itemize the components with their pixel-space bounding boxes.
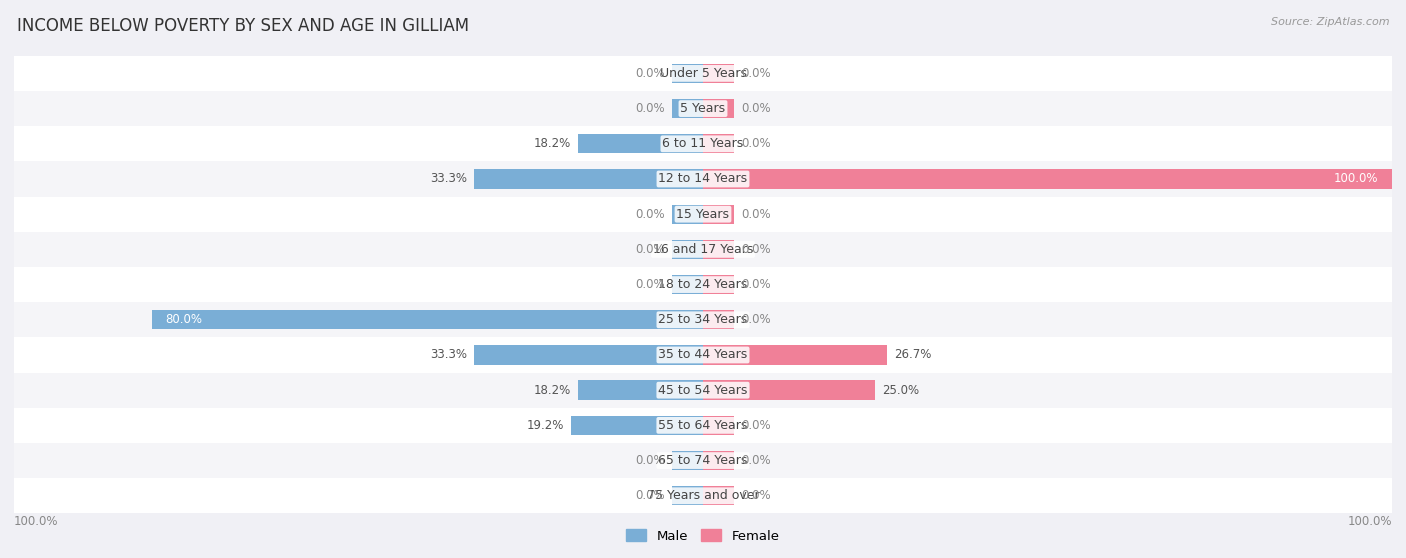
Text: 100.0%: 100.0% [14, 515, 59, 528]
Bar [703, 99, 734, 118]
Bar [14, 443, 1392, 478]
Bar [14, 267, 1392, 302]
Bar [672, 451, 703, 470]
Bar [14, 91, 1392, 126]
Text: 0.0%: 0.0% [636, 243, 665, 256]
Bar [703, 381, 734, 400]
Text: Under 5 Years: Under 5 Years [659, 67, 747, 80]
Bar [703, 169, 1392, 189]
Text: 19.2%: 19.2% [526, 419, 564, 432]
Bar [14, 56, 1392, 91]
Bar [571, 416, 703, 435]
Bar [703, 345, 734, 365]
Text: 0.0%: 0.0% [741, 102, 770, 115]
Bar [672, 381, 703, 400]
Text: 15 Years: 15 Years [676, 208, 730, 220]
Bar [672, 275, 703, 294]
Text: 6 to 11 Years: 6 to 11 Years [662, 137, 744, 150]
Text: 0.0%: 0.0% [741, 243, 770, 256]
Text: 0.0%: 0.0% [636, 102, 665, 115]
Bar [703, 134, 734, 153]
Bar [672, 134, 703, 153]
Bar [703, 381, 875, 400]
Bar [703, 64, 734, 83]
Text: 0.0%: 0.0% [636, 278, 665, 291]
Text: 0.0%: 0.0% [741, 67, 770, 80]
Bar [14, 373, 1392, 408]
Bar [703, 310, 734, 329]
Text: 33.3%: 33.3% [430, 172, 467, 185]
Bar [152, 310, 703, 329]
Text: 25 to 34 Years: 25 to 34 Years [658, 313, 748, 326]
Bar [703, 345, 887, 365]
Text: Source: ZipAtlas.com: Source: ZipAtlas.com [1271, 17, 1389, 27]
Bar [703, 416, 734, 435]
Bar [672, 310, 703, 329]
Bar [672, 345, 703, 365]
Bar [14, 232, 1392, 267]
Bar [672, 416, 703, 435]
Bar [672, 240, 703, 259]
Text: 18.2%: 18.2% [533, 137, 571, 150]
Text: 0.0%: 0.0% [741, 419, 770, 432]
Text: 26.7%: 26.7% [894, 349, 931, 362]
Text: 33.3%: 33.3% [430, 349, 467, 362]
Text: 0.0%: 0.0% [636, 454, 665, 467]
Bar [14, 338, 1392, 373]
Text: 65 to 74 Years: 65 to 74 Years [658, 454, 748, 467]
Text: 12 to 14 Years: 12 to 14 Years [658, 172, 748, 185]
Bar [703, 486, 734, 506]
Bar [474, 169, 703, 189]
Bar [703, 451, 734, 470]
Text: 0.0%: 0.0% [636, 208, 665, 220]
Bar [672, 205, 703, 224]
Text: 80.0%: 80.0% [166, 313, 202, 326]
Text: 100.0%: 100.0% [1347, 515, 1392, 528]
Text: 25.0%: 25.0% [882, 384, 920, 397]
Bar [672, 64, 703, 83]
Bar [14, 408, 1392, 443]
Bar [703, 205, 734, 224]
Text: 55 to 64 Years: 55 to 64 Years [658, 419, 748, 432]
Bar [672, 486, 703, 506]
Bar [14, 161, 1392, 196]
Bar [672, 99, 703, 118]
Text: 5 Years: 5 Years [681, 102, 725, 115]
Text: 100.0%: 100.0% [1334, 172, 1378, 185]
Text: 0.0%: 0.0% [636, 489, 665, 502]
Bar [703, 275, 734, 294]
Text: 0.0%: 0.0% [741, 454, 770, 467]
Bar [14, 126, 1392, 161]
Bar [14, 302, 1392, 338]
Text: 18 to 24 Years: 18 to 24 Years [658, 278, 748, 291]
Bar [703, 169, 734, 189]
Bar [14, 478, 1392, 513]
Text: 18.2%: 18.2% [533, 384, 571, 397]
Bar [578, 134, 703, 153]
Bar [672, 169, 703, 189]
Text: INCOME BELOW POVERTY BY SEX AND AGE IN GILLIAM: INCOME BELOW POVERTY BY SEX AND AGE IN G… [17, 17, 470, 35]
Bar [14, 196, 1392, 232]
Text: 0.0%: 0.0% [741, 313, 770, 326]
Text: 0.0%: 0.0% [741, 137, 770, 150]
Text: 0.0%: 0.0% [741, 278, 770, 291]
Bar [703, 240, 734, 259]
Text: 35 to 44 Years: 35 to 44 Years [658, 349, 748, 362]
Text: 0.0%: 0.0% [741, 489, 770, 502]
Text: 75 Years and over: 75 Years and over [647, 489, 759, 502]
Text: 16 and 17 Years: 16 and 17 Years [652, 243, 754, 256]
Text: 45 to 54 Years: 45 to 54 Years [658, 384, 748, 397]
Bar [474, 345, 703, 365]
Text: 0.0%: 0.0% [636, 67, 665, 80]
Text: 0.0%: 0.0% [741, 208, 770, 220]
Bar [578, 381, 703, 400]
Legend: Male, Female: Male, Female [621, 524, 785, 548]
